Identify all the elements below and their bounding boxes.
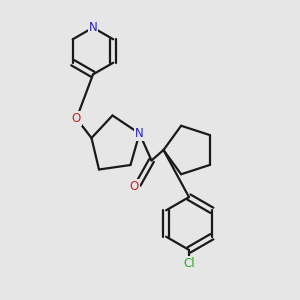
Text: Cl: Cl [183,257,195,270]
Text: N: N [135,127,144,140]
Text: O: O [72,112,81,125]
Text: O: O [130,179,139,193]
Text: N: N [88,21,98,34]
